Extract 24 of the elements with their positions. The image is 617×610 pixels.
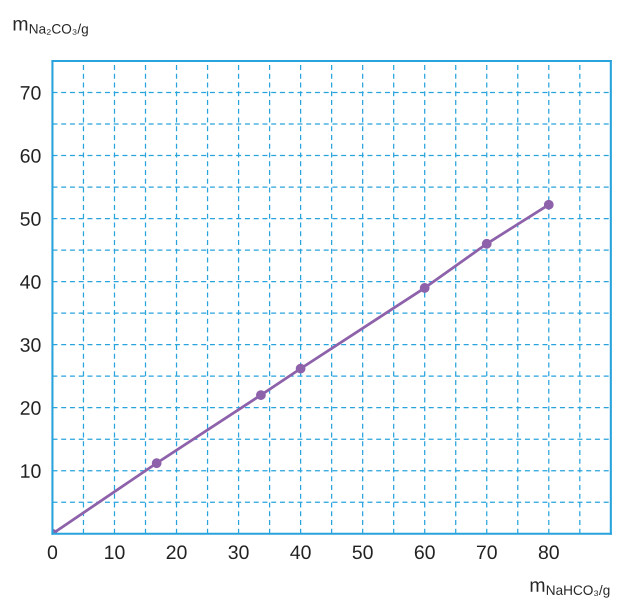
- x-tick-label: 30: [228, 545, 249, 560]
- point: [152, 458, 162, 468]
- x-tick-label: 40: [290, 545, 311, 560]
- y-tick-label: 50: [20, 212, 41, 226]
- y-axis-title: m$_{Na₂CO₃/g}$: [14, 20, 88, 36]
- y-tick-label: 60: [20, 149, 41, 163]
- x-tick-label: 60: [414, 545, 435, 560]
- x-tick-label: 10: [105, 545, 125, 560]
- x-tick-label: 20: [166, 545, 187, 560]
- x-tick-label: 0: [48, 545, 58, 560]
- y-tick-label: 20: [20, 401, 41, 415]
- point: [256, 390, 266, 400]
- y-tick-label: 10: [21, 464, 41, 478]
- y-tick-label: 30: [20, 338, 41, 352]
- point: [420, 283, 430, 293]
- x-axis-title: m$_{NaHCO₃/g}$: [530, 581, 610, 598]
- y-tick-label: 40: [20, 275, 41, 289]
- x-tick-label: 70: [476, 545, 497, 560]
- point: [544, 200, 554, 210]
- point: [482, 238, 492, 249]
- point: [296, 364, 306, 374]
- y-tick-label: 70: [20, 86, 41, 100]
- x-tick-label: 80: [538, 545, 559, 560]
- x-tick-label: 50: [352, 545, 373, 560]
